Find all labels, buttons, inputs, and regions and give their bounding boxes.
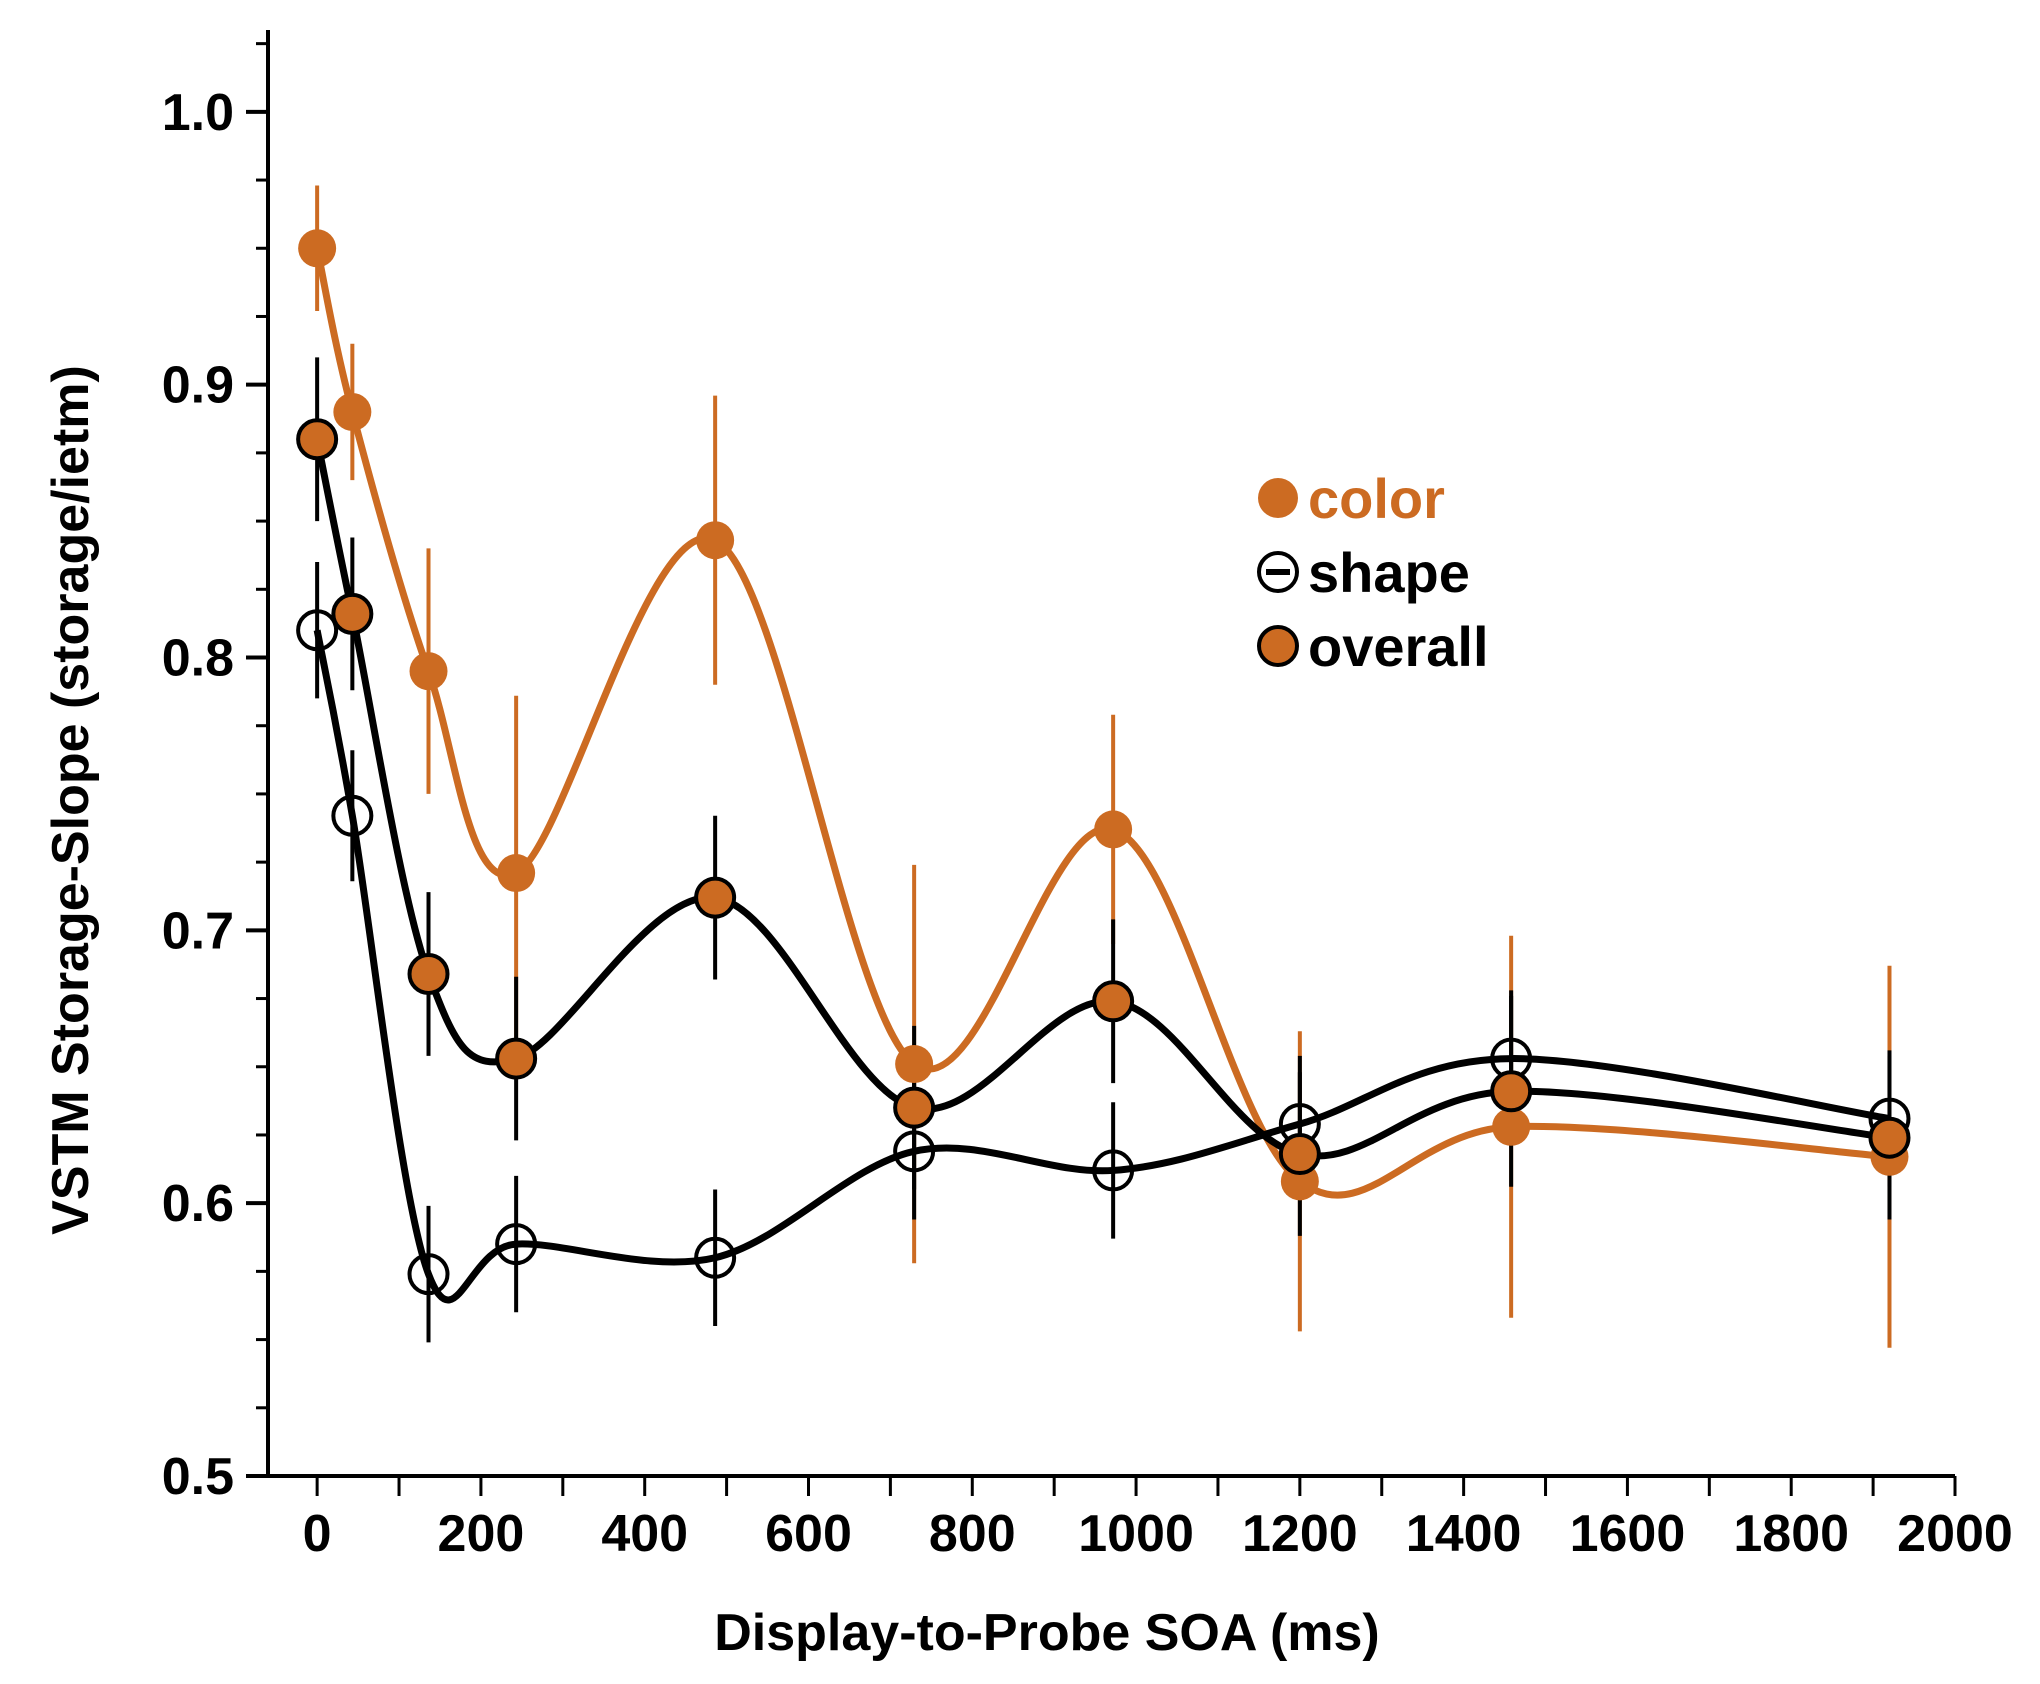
overall-point bbox=[1490, 1070, 1533, 1113]
shape-point bbox=[893, 1130, 936, 1173]
x-tick-label: 1400 bbox=[1406, 1505, 1522, 1563]
shape-point bbox=[407, 1253, 450, 1296]
x-tick-label: 600 bbox=[765, 1505, 852, 1563]
shape-point bbox=[296, 609, 339, 652]
overall-point bbox=[893, 1086, 936, 1129]
shape-error-bars bbox=[315, 562, 1892, 1343]
x-tick-label: 1800 bbox=[1733, 1505, 1849, 1563]
x-tick-label: 200 bbox=[438, 1505, 525, 1563]
x-tick-label: 1200 bbox=[1242, 1505, 1358, 1563]
shape-point bbox=[331, 794, 374, 837]
legend-overall-marker bbox=[1257, 625, 1299, 667]
y-tick-label: 0.5 bbox=[162, 1448, 234, 1506]
color-point bbox=[1492, 1107, 1531, 1146]
series-layer bbox=[296, 185, 1911, 1348]
overall-point bbox=[1092, 980, 1135, 1023]
color-point bbox=[696, 521, 735, 560]
x-tick-label: 400 bbox=[601, 1505, 688, 1563]
overall-point bbox=[407, 952, 450, 995]
shape-point bbox=[1092, 1149, 1135, 1192]
overall-series-line bbox=[313, 438, 1890, 1160]
color-point bbox=[1094, 810, 1133, 849]
color-point bbox=[333, 392, 372, 431]
y-tick-label: 1.0 bbox=[162, 84, 234, 142]
overall-point bbox=[694, 876, 737, 919]
shape-point bbox=[694, 1236, 737, 1279]
legend-shape-marker bbox=[1257, 551, 1299, 593]
overall-point bbox=[1278, 1133, 1321, 1176]
color-point bbox=[497, 854, 536, 893]
x-tick-label: 1000 bbox=[1078, 1505, 1194, 1563]
color-series-line bbox=[313, 247, 1890, 1199]
axes: 0.5 0.6 0.7 0.8 0.9 1.0 0 200 400 600 800 1000 1200 1… bbox=[162, 30, 2013, 1563]
color-point bbox=[298, 229, 337, 268]
x-tick-label: 0 bbox=[303, 1505, 332, 1563]
y-tick-label: 0.6 bbox=[162, 1175, 234, 1233]
overall-point bbox=[296, 418, 339, 461]
x-tick-label: 1600 bbox=[1570, 1505, 1686, 1563]
x-tick-label: 2000 bbox=[1897, 1505, 2013, 1563]
color-point bbox=[409, 652, 448, 691]
y-tick-label: 0.9 bbox=[162, 357, 234, 415]
legend-color-label: color bbox=[1308, 467, 1445, 530]
x-axis-title: Display-to-Probe SOA (ms) bbox=[714, 1604, 1380, 1662]
overall-point bbox=[331, 592, 374, 635]
legend: color shape overall bbox=[1257, 467, 1489, 678]
legend-shape-label: shape bbox=[1308, 541, 1470, 604]
overall-point bbox=[1868, 1116, 1911, 1159]
shape-point bbox=[495, 1223, 538, 1266]
shape-series-line bbox=[313, 629, 1891, 1304]
legend-color-marker bbox=[1258, 478, 1298, 518]
color-point bbox=[895, 1045, 934, 1084]
y-tick-label: 0.7 bbox=[162, 902, 234, 960]
y-tick-label: 0.8 bbox=[162, 630, 234, 688]
legend-overall-label: overall bbox=[1308, 615, 1489, 678]
x-tick-label: 800 bbox=[929, 1505, 1016, 1563]
overall-point bbox=[495, 1037, 538, 1080]
y-axis-title: VSTM Storage-Slope (storage/ietm) bbox=[42, 365, 100, 1235]
